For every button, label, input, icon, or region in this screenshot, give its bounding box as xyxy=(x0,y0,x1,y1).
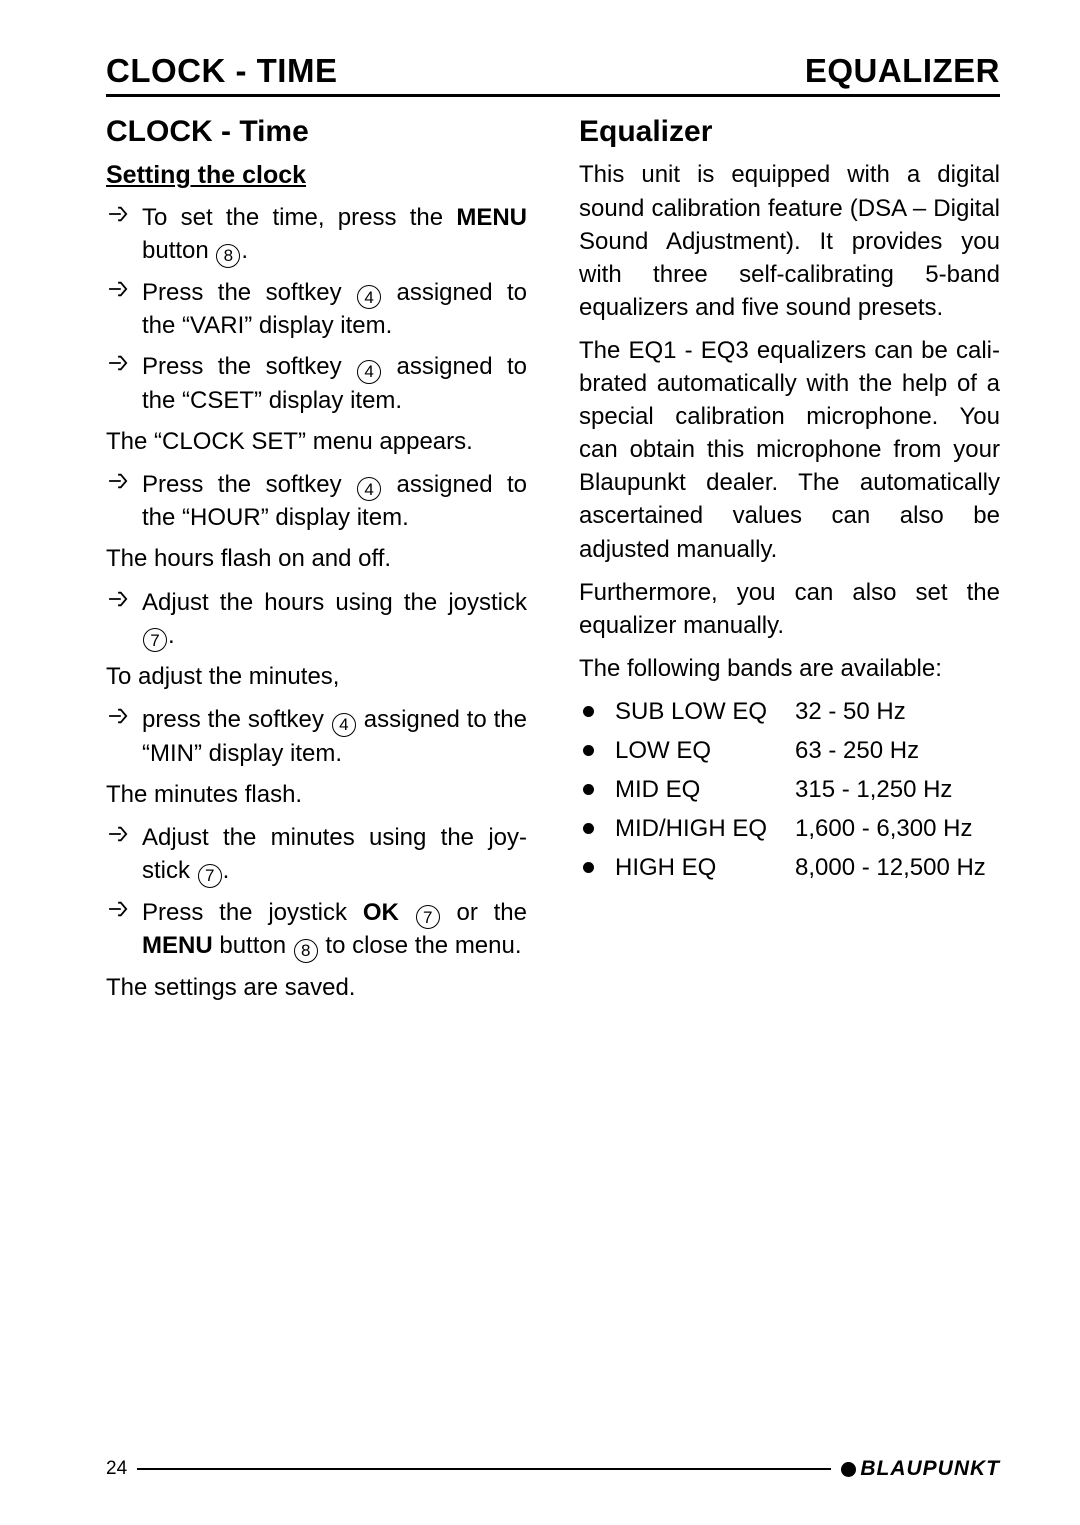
eq-band-range: 315 - 1,250 Hz xyxy=(795,773,952,806)
instruction-note: The settings are saved. xyxy=(106,971,527,1004)
instruction-step: press the softkey 4 assigned to the “MIN… xyxy=(106,703,527,770)
right-column: Equalizer This unit is equipped with a d… xyxy=(573,111,1000,1451)
brand-dot-icon xyxy=(841,1462,856,1477)
page-footer: 24 BLAUPUNKT xyxy=(106,1451,1000,1481)
eq-band-item: LOW EQ63 - 250 Hz xyxy=(579,734,1000,767)
instruction-note: The minutes flash. xyxy=(106,778,527,811)
instruction-step: Press the softkey 4 assigned to the “VAR… xyxy=(106,276,527,343)
page-header: CLOCK - TIME EQUALIZER xyxy=(106,52,1000,97)
instruction-step: Press the softkey 4 assigned to the “HOU… xyxy=(106,468,527,535)
button-ref-icon: 4 xyxy=(332,713,356,737)
button-ref-icon: 7 xyxy=(143,628,167,652)
eq-band-range: 32 - 50 Hz xyxy=(795,695,906,728)
button-ref-icon: 4 xyxy=(357,360,381,384)
section-title-equalizer: Equalizer xyxy=(579,111,1000,152)
eq-band-list: SUB LOW EQ32 - 50 HzLOW EQ63 - 250 HzMID… xyxy=(579,695,1000,885)
instruction-step: Press the softkey 4 assigned to the “CSE… xyxy=(106,350,527,417)
button-ref-icon: 7 xyxy=(416,905,440,929)
eq-band-name: MID/HIGH EQ xyxy=(615,812,795,845)
equalizer-paragraph: The EQ1 - EQ3 equalizers can be cali­bra… xyxy=(579,334,1000,566)
eq-band-name: HIGH EQ xyxy=(615,851,795,884)
footer-rule xyxy=(137,1468,831,1470)
brand-logo: BLAUPUNKT xyxy=(841,1457,1000,1481)
button-ref-icon: 8 xyxy=(216,244,240,268)
eq-band-range: 63 - 250 Hz xyxy=(795,734,919,767)
header-right: EQUALIZER xyxy=(805,52,1000,90)
button-ref-icon: 8 xyxy=(294,939,318,963)
eq-band-item: MID/HIGH EQ1,600 - 6,300 Hz xyxy=(579,812,1000,845)
instruction-step: Adjust the hours using the joystick 7. xyxy=(106,586,527,653)
equalizer-paragraph: Furthermore, you can also set the equal­… xyxy=(579,576,1000,642)
eq-band-item: SUB LOW EQ32 - 50 Hz xyxy=(579,695,1000,728)
instruction-step: Adjust the minutes using the joy­stick 7… xyxy=(106,821,527,888)
eq-band-item: HIGH EQ8,000 - 12,500 Hz xyxy=(579,851,1000,884)
button-ref-icon: 4 xyxy=(357,477,381,501)
equalizer-paragraph: The following bands are available: xyxy=(579,652,1000,685)
button-ref-icon: 4 xyxy=(357,285,381,309)
eq-band-range: 1,600 - 6,300 Hz xyxy=(795,812,972,845)
instruction-step-list: press the softkey 4 assigned to the “MIN… xyxy=(106,703,527,770)
button-ref-icon: 7 xyxy=(198,864,222,888)
brand-text: BLAUPUNKT xyxy=(860,1457,1000,1481)
instruction-step-list: Press the softkey 4 assigned to the “HOU… xyxy=(106,468,527,535)
section-title-clock: CLOCK - Time xyxy=(106,111,527,152)
equalizer-paragraph: This unit is equipped with a digital sou… xyxy=(579,158,1000,324)
eq-band-name: SUB LOW EQ xyxy=(615,695,795,728)
eq-band-name: LOW EQ xyxy=(615,734,795,767)
instruction-note: The hours flash on and off. xyxy=(106,542,527,575)
instruction-step: Press the joystick OK 7 or the MENU butt… xyxy=(106,896,527,963)
page-number: 24 xyxy=(106,1458,127,1480)
eq-band-range: 8,000 - 12,500 Hz xyxy=(795,851,986,884)
instruction-note: The “CLOCK SET” menu appears. xyxy=(106,425,527,458)
subsection-setting-clock: Setting the clock xyxy=(106,158,527,193)
header-left: CLOCK - TIME xyxy=(106,52,337,90)
instruction-step-list: Adjust the hours using the joystick 7. xyxy=(106,586,527,653)
instruction-step-list: Adjust the minutes using the joy­stick 7… xyxy=(106,821,527,963)
content-columns: CLOCK - Time Setting the clock To set th… xyxy=(106,111,1000,1451)
left-column: CLOCK - Time Setting the clock To set th… xyxy=(106,111,533,1451)
eq-band-name: MID EQ xyxy=(615,773,795,806)
instruction-note: To adjust the minutes, xyxy=(106,660,527,693)
instruction-step: To set the time, press the MENU button 8… xyxy=(106,201,527,268)
instruction-step-list: To set the time, press the MENU button 8… xyxy=(106,201,527,417)
eq-band-item: MID EQ315 - 1,250 Hz xyxy=(579,773,1000,806)
